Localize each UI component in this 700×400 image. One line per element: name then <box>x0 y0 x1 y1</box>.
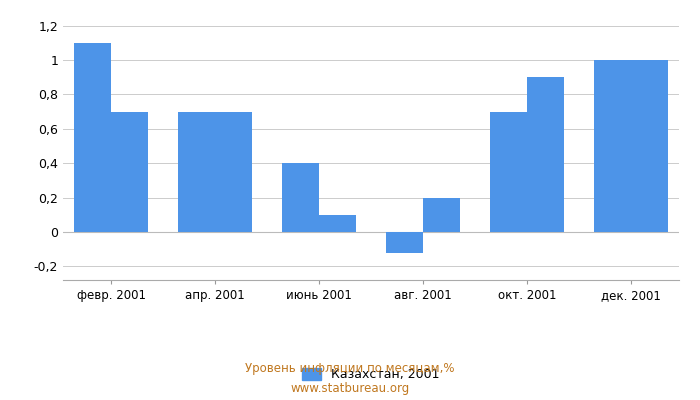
Bar <box>215 112 252 232</box>
Bar <box>74 43 111 232</box>
Text: www.statbureau.org: www.statbureau.org <box>290 382 410 395</box>
Bar <box>178 112 215 232</box>
Text: Уровень инфляции по месяцам,%: Уровень инфляции по месяцам,% <box>245 362 455 375</box>
Bar <box>282 163 319 232</box>
Bar <box>631 60 668 232</box>
Bar <box>527 77 564 232</box>
Bar <box>386 232 423 252</box>
Bar <box>319 215 356 232</box>
Bar <box>594 60 631 232</box>
Bar <box>111 112 148 232</box>
Bar <box>423 198 460 232</box>
Bar <box>490 112 527 232</box>
Legend: Казахстан, 2001: Казахстан, 2001 <box>298 363 444 386</box>
